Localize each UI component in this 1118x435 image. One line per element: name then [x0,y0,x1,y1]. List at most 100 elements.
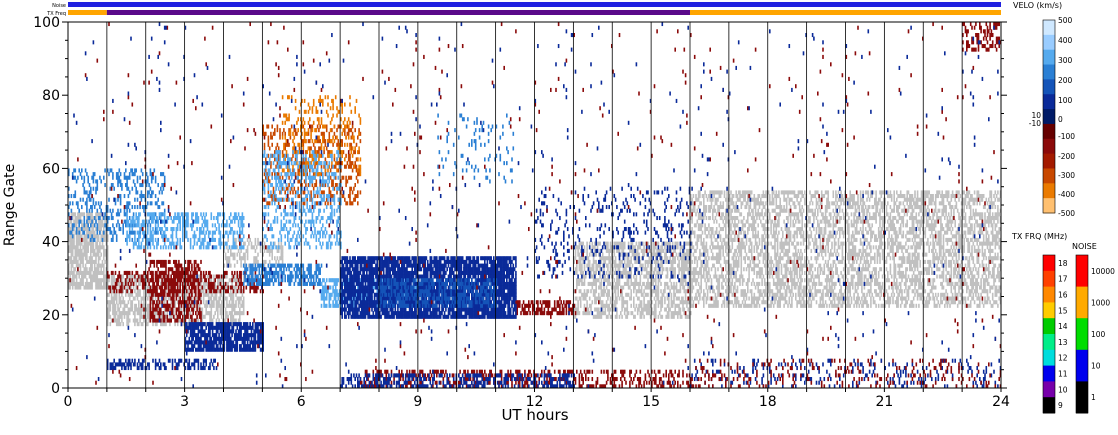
data-cell [743,216,745,221]
data-cell [579,259,582,264]
data-cell [621,307,623,312]
data-cell [688,311,691,316]
data-cell [122,285,124,290]
noise-segment [68,2,1001,7]
data-cell [631,263,634,268]
data-cell [737,227,740,232]
data-cell [703,197,705,202]
data-cell [187,300,189,305]
data-cell [125,303,127,308]
data-cell [779,252,781,257]
data-cell [643,296,645,301]
data-cell [642,241,644,246]
data-cell [743,194,745,199]
data-cell [778,267,780,272]
data-cell [778,256,780,261]
data-cell [607,256,609,261]
data-cell [722,227,724,232]
data-cell [244,263,246,268]
data-cell [233,303,236,308]
data-cell [741,278,744,283]
data-cell [765,219,767,224]
data-cell [583,296,586,301]
data-cell [848,223,850,228]
data-cell [776,289,779,294]
data-cell [578,256,581,261]
data-cell [653,314,656,319]
data-cell [763,237,766,242]
data-cell [734,274,736,279]
data-cell [776,292,779,297]
data-cell [677,256,679,261]
data-cell [81,281,83,286]
data-cell [732,263,735,268]
data-cell [735,296,737,301]
data-cell [220,300,223,305]
data-cell [678,267,680,272]
data-cell [748,263,750,268]
data-cell [73,270,75,275]
data-cell [96,252,99,257]
data-cell [148,318,150,323]
data-cell [776,245,779,250]
data-cell [79,248,82,253]
data-cell [782,230,784,235]
data-cell [638,281,640,286]
data-cell [756,296,758,301]
data-cell [237,289,240,294]
data-cell [224,314,227,319]
data-cell [727,237,730,242]
data-cell [223,296,226,301]
data-cell [134,318,136,323]
data-cell [704,190,706,195]
data-cell [666,267,669,272]
data-cell [239,289,241,294]
data-cell [732,201,735,206]
data-cell [586,256,588,261]
data-cell [134,322,136,327]
data-cell [608,259,610,264]
data-cell [577,248,579,253]
data-cell [607,281,609,286]
data-cell [644,267,647,272]
data-cell [590,289,592,294]
data-cell [671,314,674,319]
data-cell [595,278,597,283]
data-cell [87,241,89,246]
data-cell [854,256,857,261]
data-cell [778,281,780,286]
data-cell [765,252,767,257]
data-cell [614,256,617,261]
data-cell [762,216,765,221]
data-cell [629,259,631,264]
data-cell [740,303,743,308]
data-cell [103,252,105,257]
data-cell [220,307,223,312]
data-cell [708,270,710,275]
data-cell [852,241,854,246]
data-cell [745,296,748,301]
data-cell [204,292,206,297]
data-cell [590,303,592,308]
data-cell [728,278,731,283]
data-cell [613,241,616,246]
data-cell [574,248,577,253]
data-cell [775,270,778,275]
data-cell [715,219,718,224]
data-cell [744,303,746,308]
data-cell [762,201,765,206]
data-cell [722,245,724,250]
data-cell [848,259,850,264]
data-cell [73,212,75,217]
data-cell [652,281,654,286]
data-cell [699,252,701,257]
data-cell [828,303,831,308]
data-cell [787,285,789,290]
data-cell [103,237,105,242]
data-cell [660,289,662,294]
data-cell [144,274,147,279]
data-cell [788,296,791,301]
data-cell [90,241,92,246]
data-cell [769,212,771,217]
data-cell [127,300,130,305]
